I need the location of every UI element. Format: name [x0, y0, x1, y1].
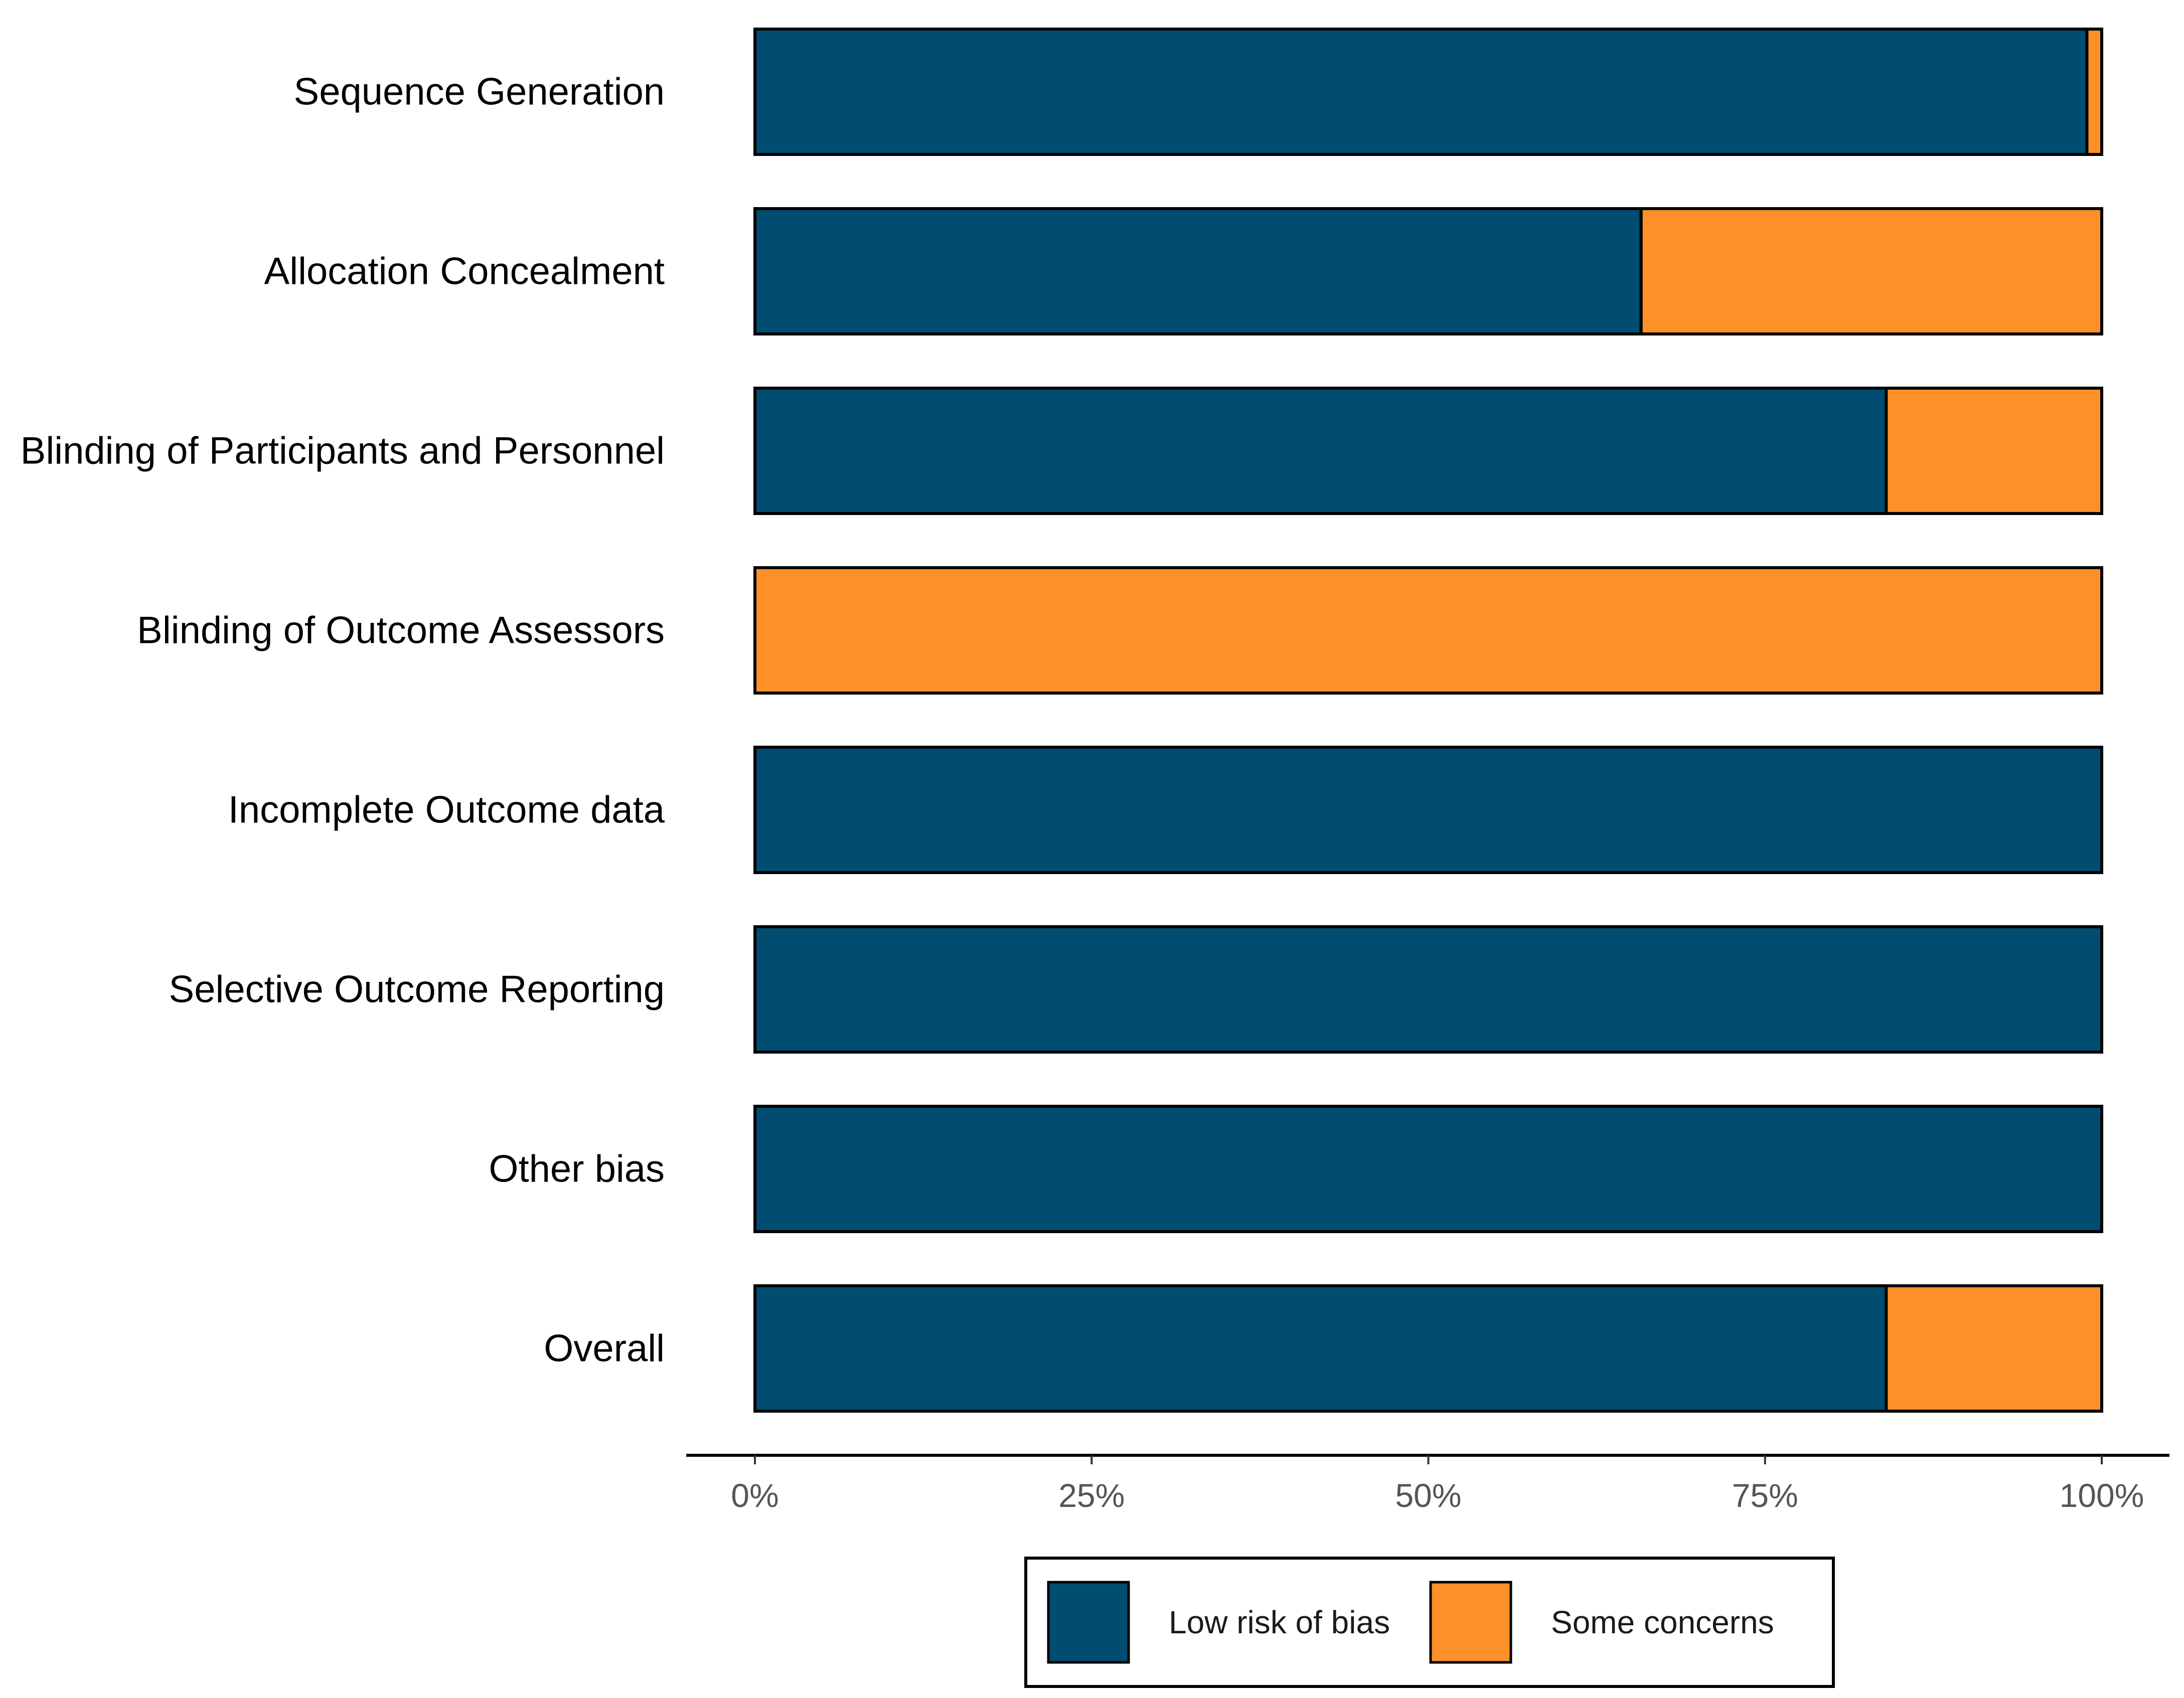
- x-tick-label: 0%: [731, 1477, 778, 1514]
- legend-label-low-risk-of-bias: Low risk of bias: [1169, 1604, 1390, 1640]
- category-label-sequence-generation: Sequence Generation: [294, 71, 665, 113]
- legend-swatch-low-risk-of-bias: [1047, 1581, 1130, 1664]
- x-tick-label: 25%: [1058, 1477, 1125, 1514]
- bar-allocation-concealment-low-risk-of-bias: [753, 207, 1643, 335]
- bar-blinding-of-outcome-assessors-some-concerns: [753, 566, 2103, 695]
- bar-incomplete-outcome-data-low-risk-of-bias: [753, 746, 2103, 874]
- legend: Low risk of bias Some concerns: [1024, 1557, 1835, 1688]
- x-tick-label: 75%: [1732, 1477, 1798, 1514]
- category-label-allocation-concealment: Allocation Concealment: [264, 250, 665, 293]
- category-label-blinding-of-outcome-assessors: Blinding of Outcome Assessors: [137, 609, 665, 652]
- category-label-other-bias: Other bias: [489, 1148, 665, 1191]
- bar-allocation-concealment-some-concerns: [1639, 207, 2103, 335]
- bar-overall-some-concerns: [1885, 1284, 2103, 1413]
- bar-selective-outcome-reporting-low-risk-of-bias: [753, 925, 2103, 1054]
- legend-label-some-concerns: Some concerns: [1551, 1604, 1774, 1640]
- category-label-incomplete-outcome-data: Incomplete Outcome data: [228, 789, 665, 831]
- bars-layer: [753, 28, 2103, 1413]
- bar-blinding-of-participants-and-personnel-some-concerns: [1885, 387, 2103, 515]
- category-label-overall: Overall: [544, 1327, 665, 1370]
- category-label-selective-outcome-reporting: Selective Outcome Reporting: [169, 968, 665, 1011]
- x-axis-ticks: 0% 25% 50% 75% 100%: [731, 1455, 2144, 1514]
- x-tick-label: 100%: [2060, 1477, 2144, 1514]
- legend-swatch-some-concerns: [1429, 1581, 1512, 1664]
- bar-overall-low-risk-of-bias: [753, 1284, 1888, 1413]
- category-label-blinding-of-participants-and-personnel: Blinding of Participants and Personnel: [21, 430, 665, 472]
- bar-sequence-generation-some-concerns: [2085, 28, 2103, 156]
- bar-sequence-generation-low-risk-of-bias: [753, 28, 2089, 156]
- bar-blinding-of-participants-and-personnel-low-risk-of-bias: [753, 387, 1888, 515]
- category-labels: Sequence Generation Allocation Concealmen…: [21, 71, 665, 1370]
- x-tick-label: 50%: [1395, 1477, 1461, 1514]
- legend-box: [1024, 1557, 1835, 1688]
- bar-other-bias-low-risk-of-bias: [753, 1105, 2103, 1233]
